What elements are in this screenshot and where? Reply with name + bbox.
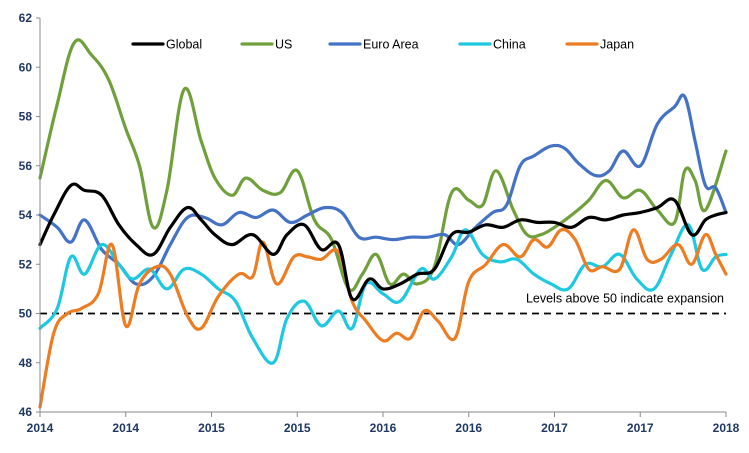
legend: Global US Euro Area China Japan — [131, 38, 634, 52]
x-tick-label: 2016 — [370, 421, 397, 435]
y-tick-label: 60 — [19, 60, 33, 74]
x-tick-label: 2016 — [455, 421, 482, 435]
y-tick-label: 50 — [19, 307, 33, 321]
y-axis-ticks: 46 48 50 52 54 56 58 60 62 — [19, 11, 40, 419]
series-line-us — [38, 38, 728, 292]
y-tick-label: 54 — [19, 208, 33, 222]
y-tick-label: 62 — [19, 11, 33, 25]
x-tick-label: 2014 — [27, 421, 54, 435]
series-line-euro-area — [38, 93, 728, 287]
x-tick-label: 2015 — [198, 421, 225, 435]
x-tick-label: 2018 — [713, 421, 740, 435]
y-tick-label: 56 — [19, 159, 33, 173]
legend-label-euro-area: Euro Area — [363, 38, 419, 52]
x-tick-label: 2015 — [284, 421, 311, 435]
series-lines — [38, 38, 728, 409]
x-tick-label: 2014 — [112, 421, 139, 435]
y-tick-label: 52 — [19, 257, 33, 271]
legend-label-us: US — [275, 38, 292, 52]
x-tick-label: 2017 — [541, 421, 568, 435]
x-axis-ticks: 2014 2014 2015 2015 2016 2016 2017 2017 2018 — [27, 412, 740, 435]
x-tick-label: 2017 — [627, 421, 654, 435]
y-tick-label: 48 — [19, 356, 33, 370]
y-tick-label: 46 — [19, 405, 33, 419]
legend-label-global: Global — [166, 38, 202, 52]
legend-label-china: China — [493, 38, 526, 52]
y-tick-label: 58 — [19, 110, 33, 124]
legend-label-japan: Japan — [600, 38, 634, 52]
expansion-annotation: Levels above 50 indicate expansion — [526, 292, 724, 306]
series-line-japan — [38, 227, 728, 409]
series-line-global — [38, 182, 728, 302]
